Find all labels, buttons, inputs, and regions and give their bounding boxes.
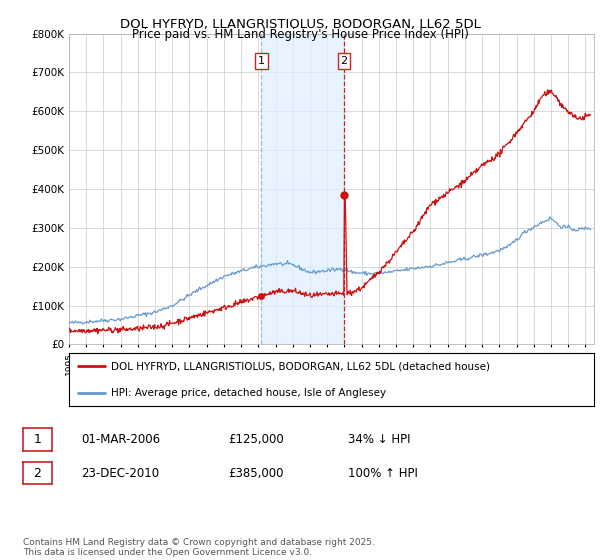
Text: 1: 1 <box>258 56 265 66</box>
Text: 2: 2 <box>341 56 347 66</box>
Text: 01-MAR-2006: 01-MAR-2006 <box>81 433 160 446</box>
Text: 2: 2 <box>33 466 41 480</box>
Bar <box>261 34 344 344</box>
Text: HPI: Average price, detached house, Isle of Anglesey: HPI: Average price, detached house, Isle… <box>111 388 386 398</box>
Text: £125,000: £125,000 <box>228 433 284 446</box>
Text: 1: 1 <box>33 433 41 446</box>
Text: 23-DEC-2010: 23-DEC-2010 <box>81 466 159 480</box>
Text: DOL HYFRYD, LLANGRISTIOLUS, BODORGAN, LL62 5DL: DOL HYFRYD, LLANGRISTIOLUS, BODORGAN, LL… <box>119 18 481 31</box>
Text: 34% ↓ HPI: 34% ↓ HPI <box>348 433 410 446</box>
Text: Price paid vs. HM Land Registry's House Price Index (HPI): Price paid vs. HM Land Registry's House … <box>131 28 469 41</box>
Text: DOL HYFRYD, LLANGRISTIOLUS, BODORGAN, LL62 5DL (detached house): DOL HYFRYD, LLANGRISTIOLUS, BODORGAN, LL… <box>111 361 490 371</box>
Text: £385,000: £385,000 <box>228 466 284 480</box>
Text: Contains HM Land Registry data © Crown copyright and database right 2025.
This d: Contains HM Land Registry data © Crown c… <box>23 538 374 557</box>
Text: 100% ↑ HPI: 100% ↑ HPI <box>348 466 418 480</box>
